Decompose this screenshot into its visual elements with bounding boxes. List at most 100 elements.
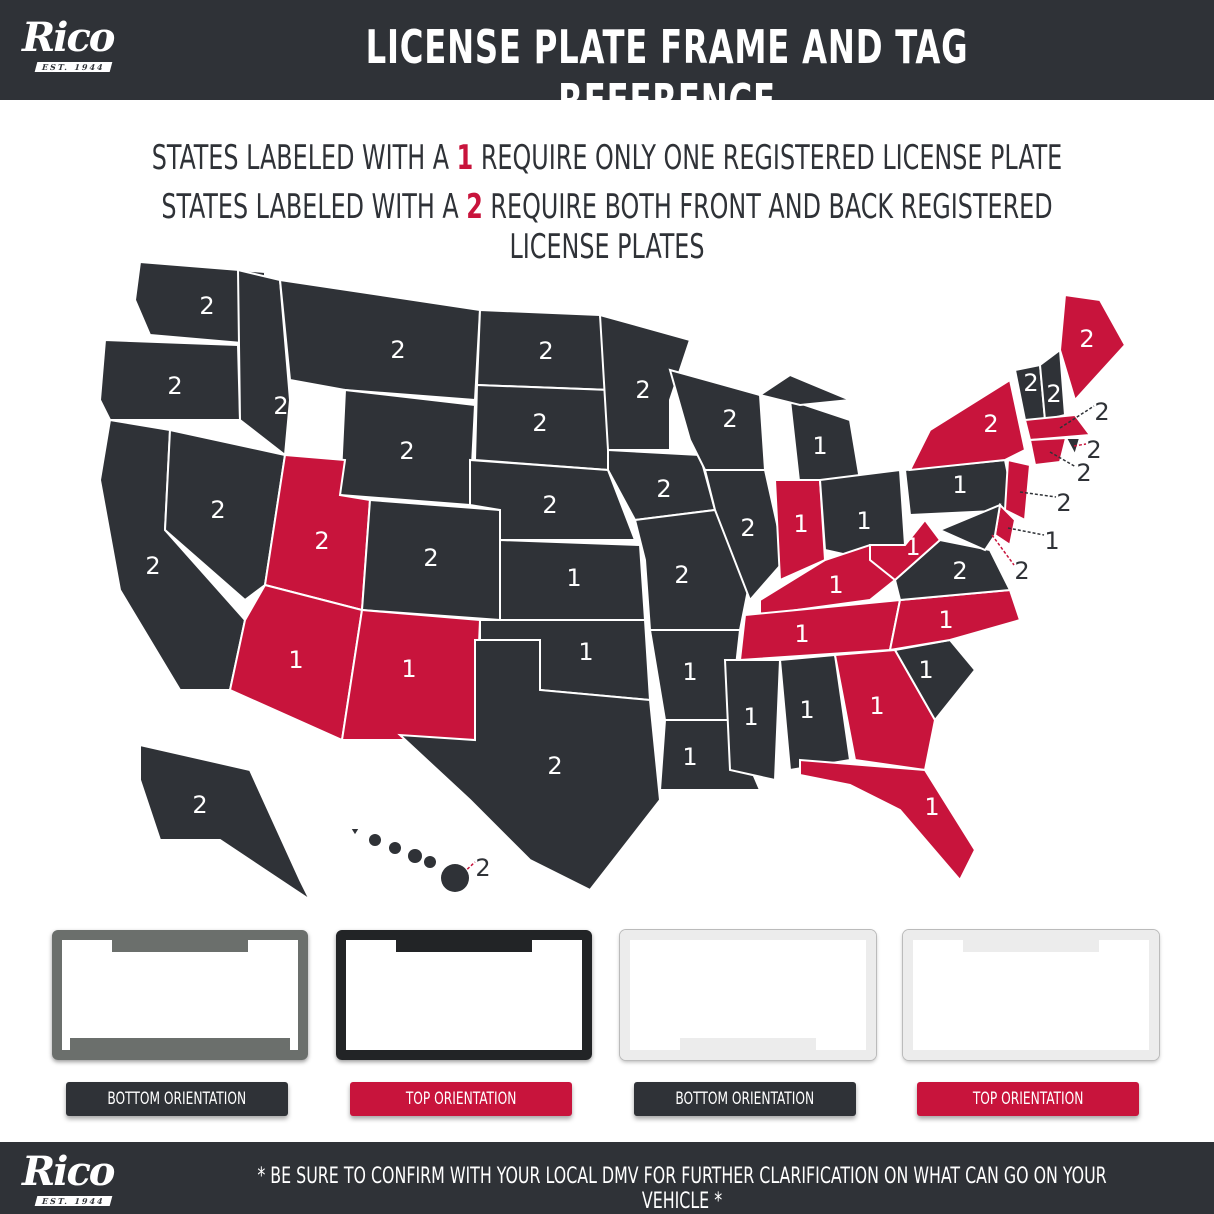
plate-count-label: 2: [1046, 380, 1061, 408]
plate-count-label: 2: [423, 544, 438, 572]
state-shape: [139, 743, 313, 903]
rico-logo: Rico EST. 1944: [22, 1148, 115, 1206]
plate-count-label: 2: [656, 475, 671, 503]
plate-count-label: 2: [273, 392, 288, 420]
state-shape: [348, 827, 362, 838]
state-shape: [133, 260, 266, 347]
orientation-label-text: TOP ORIENTATION: [405, 1089, 517, 1109]
plate-count-label: 2: [1014, 557, 1029, 585]
orientation-label: BOTTOM ORIENTATION: [66, 1082, 288, 1116]
callout-line: [1007, 527, 1045, 536]
plate-count-label: 1: [794, 620, 809, 648]
orientation-label-text: BOTTOM ORIENTATION: [107, 1089, 247, 1109]
plate-count-label: 2: [1086, 436, 1101, 464]
state-shape: [799, 758, 977, 882]
callout-line: [1073, 443, 1087, 447]
plate-count-label: 1: [566, 564, 581, 592]
plate-count-label: 2: [542, 491, 557, 519]
plate-count-label: 2: [145, 552, 160, 580]
plate-count-label: 1: [918, 656, 933, 684]
plate-count-label: 2: [674, 561, 689, 589]
plate-count-label: 2: [635, 376, 650, 404]
state-shape: [908, 378, 1027, 472]
state-shape: [1023, 413, 1092, 442]
state-shape: [278, 278, 482, 402]
callout-line: [1059, 405, 1095, 429]
legend-text: REQUIRE ONLY ONE REGISTERED LICENSE PLAT…: [473, 138, 1063, 178]
plate-count-label: 2: [314, 527, 329, 555]
state-shape: [869, 518, 942, 582]
state-shape: [778, 653, 852, 772]
plate-count-label: 1: [856, 507, 871, 535]
plate-count-label: 2: [1079, 325, 1094, 353]
plate-count-label: 2: [192, 791, 207, 819]
plate-count-label: 2: [1094, 398, 1109, 426]
state-shape: [937, 503, 1002, 552]
callout-line: [1019, 491, 1057, 498]
hawaii-island: [441, 864, 469, 892]
state-shape: [236, 268, 292, 457]
plate-count-label: 2: [475, 854, 490, 882]
logo-est: EST. 1944: [34, 1196, 112, 1206]
callout-line: [1049, 451, 1077, 468]
orientation-label-text: BOTTOM ORIENTATION: [675, 1089, 815, 1109]
plate-count-label: 2: [547, 752, 562, 780]
plate-count-label: 2: [538, 337, 553, 365]
footer-bar: Rico EST. 1944 * BE SURE TO CONFIRM WITH…: [0, 1142, 1214, 1214]
plate-count-label: 1: [812, 432, 827, 460]
header-bar: Rico EST. 1944 LICENSE PLATE FRAME AND T…: [0, 0, 1214, 128]
callout-line: [991, 534, 1015, 566]
state-shape: [228, 583, 364, 742]
legend-text: STATES LABELED WITH A: [161, 187, 467, 227]
state-shape: [1028, 436, 1068, 467]
state-shape: [888, 588, 1022, 652]
plate-count-label: 2: [983, 410, 998, 438]
plate-count-label: 1: [952, 471, 967, 499]
plate-count-label: 2: [722, 405, 737, 433]
plate-count-label: 2: [740, 514, 755, 542]
plate-count-label: 1: [743, 703, 758, 731]
plate-count-label: 1: [799, 696, 814, 724]
logo-text: Rico: [22, 1148, 115, 1195]
state-shape: [98, 338, 242, 421]
hawaii-island: [369, 834, 381, 846]
plate-count-label: 2: [1056, 489, 1071, 517]
hawaii-island: [408, 849, 422, 863]
state-shape: [163, 428, 287, 602]
plate-count-label: 2: [167, 372, 182, 400]
plate-count-label: 1: [682, 743, 697, 771]
logo-est: EST. 1944: [34, 62, 112, 72]
hawaii-island: [389, 842, 401, 854]
plate-count-label: 2: [952, 557, 967, 585]
logo-text: Rico: [22, 14, 115, 61]
state-shape: [397, 639, 662, 892]
orientation-label: BOTTOM ORIENTATION: [634, 1082, 856, 1116]
orientation-label: TOP ORIENTATION: [350, 1082, 572, 1116]
plate-count-label: 1: [401, 655, 416, 683]
plate-count-label: 2: [199, 292, 214, 320]
plate-count-label: 2: [1023, 369, 1038, 397]
orientation-label: TOP ORIENTATION: [917, 1082, 1139, 1116]
plate-frame-image: [52, 930, 308, 1060]
plate-count-label: 1: [288, 646, 303, 674]
state-shape: [598, 313, 692, 451]
plate-count-label: 1: [1044, 527, 1059, 555]
rico-logo: Rico EST. 1944: [22, 14, 115, 72]
plate-count-label: 1: [924, 793, 939, 821]
hawaii-island: [424, 856, 436, 868]
plate-count-label: 1: [578, 638, 593, 666]
plate-count-label: 2: [210, 496, 225, 524]
plate-frame-image: [903, 930, 1159, 1060]
state-shape: [1064, 437, 1082, 458]
legend-line-1: STATES LABELED WITH A 1 REQUIRE ONLY ONE…: [134, 138, 1081, 178]
legend-text: REQUIRE BOTH FRONT AND BACK REGISTERED L…: [482, 187, 1053, 267]
plate-count-label: 1: [938, 606, 953, 634]
state-shape: [703, 469, 787, 602]
plate-count-label: 1: [905, 533, 920, 561]
plate-count-label: 1: [793, 510, 808, 538]
plate-count-label: 2: [390, 336, 405, 364]
state-shape: [1003, 458, 1032, 522]
plate-count-label: 1: [869, 692, 884, 720]
plate-count-label: 1: [682, 658, 697, 686]
